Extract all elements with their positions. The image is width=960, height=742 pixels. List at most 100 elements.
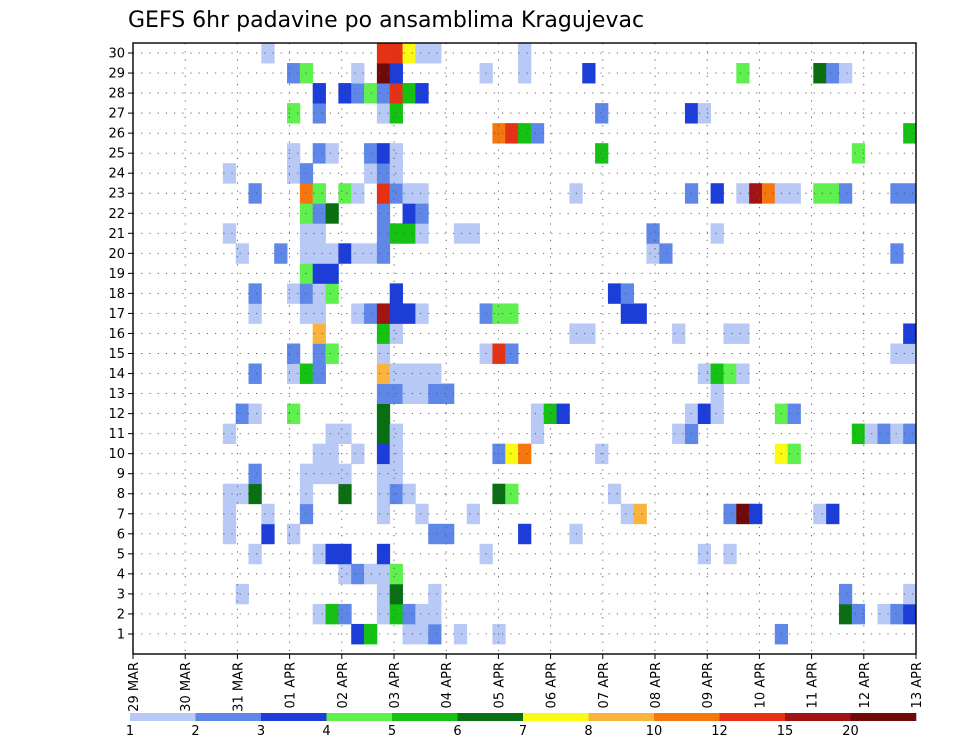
- x-tick-label: 30 MAR: [179, 662, 194, 712]
- colorbar-swatch: [588, 713, 655, 721]
- heatmap-cell: [428, 623, 442, 645]
- heatmap-cell: [338, 83, 352, 104]
- heatmap-cell: [697, 363, 712, 384]
- x-tick-label: 04 APR: [440, 662, 455, 708]
- heatmap-cell: [441, 383, 455, 404]
- y-tick-label: 28: [108, 87, 125, 102]
- heatmap-cell: [402, 183, 416, 204]
- heatmap-cell: [838, 603, 853, 625]
- heatmap-cell: [248, 363, 262, 384]
- heatmap-cell: [325, 243, 339, 264]
- heatmap-cell: [299, 223, 314, 244]
- heatmap-cell: [453, 623, 468, 645]
- heatmap-cell: [607, 283, 622, 304]
- heatmap-cell: [287, 163, 301, 184]
- x-tick-label: 01 APR: [284, 662, 299, 708]
- x-tick-label: 09 APR: [701, 662, 716, 708]
- colorbar-label: 10: [646, 724, 663, 739]
- colorbar-swatch: [195, 713, 262, 721]
- heatmap-cell: [453, 223, 468, 244]
- heatmap-cell: [261, 43, 275, 64]
- heatmap-cell: [736, 503, 750, 525]
- heatmap-cell: [723, 503, 737, 525]
- heatmap-cell: [402, 223, 416, 244]
- heatmap-cell: [248, 483, 262, 505]
- heatmap-cell: [851, 603, 866, 625]
- heatmap-cell: [235, 243, 249, 264]
- colorbar-swatch: [785, 713, 851, 721]
- colorbar-label: 4: [322, 724, 330, 739]
- heatmap-cell: [826, 183, 840, 204]
- heatmap-cell: [376, 303, 391, 324]
- heatmap-cell: [338, 243, 352, 264]
- heatmap-cell: [402, 603, 416, 625]
- y-tick-label: 8: [117, 487, 125, 502]
- colorbar-label: 8: [584, 724, 592, 739]
- heatmap-cell: [261, 523, 275, 545]
- heatmap-cell: [351, 83, 365, 104]
- heatmap-cell: [364, 163, 378, 184]
- heatmap-cell: [325, 263, 339, 284]
- heatmap-cell: [248, 463, 262, 485]
- heatmap-cell: [838, 183, 853, 204]
- y-tick-label: 19: [108, 267, 125, 282]
- heatmap-cell: [364, 303, 378, 324]
- y-tick-label: 22: [108, 207, 125, 222]
- heatmap-cell: [518, 123, 532, 144]
- heatmap-cell: [364, 623, 378, 645]
- heatmap-cell: [415, 603, 429, 625]
- heatmap-cell: [351, 243, 365, 264]
- y-tick-label: 30: [108, 47, 125, 62]
- heatmap-cell: [299, 183, 314, 204]
- heatmap-cell: [415, 223, 429, 244]
- heatmap-cell: [325, 203, 339, 224]
- heatmap-cell: [299, 303, 314, 324]
- heatmap-cell: [607, 483, 622, 505]
- heatmap-cell: [376, 483, 391, 505]
- heatmap-cell: [364, 83, 378, 104]
- heatmap-cell: [312, 263, 326, 284]
- heatmap-cell: [492, 343, 506, 364]
- heatmap-cell: [838, 63, 853, 84]
- y-tick-label: 3: [117, 587, 125, 602]
- y-tick-label: 24: [108, 167, 125, 182]
- heatmap-cell: [659, 243, 673, 264]
- heatmap-cell: [736, 183, 750, 204]
- y-tick-label: 29: [108, 67, 125, 82]
- heatmap-cell: [697, 103, 712, 124]
- colorbar-label: 6: [453, 724, 461, 739]
- heatmap-cell: [646, 243, 660, 264]
- heatmap-cell: [903, 323, 917, 344]
- heatmap-cell: [287, 363, 301, 384]
- heatmap-cell: [299, 203, 314, 224]
- heatmap-cell: [505, 443, 519, 465]
- heatmap-cell: [903, 423, 917, 445]
- colorbar-swatch: [326, 713, 393, 721]
- heatmap-cell: [248, 403, 262, 425]
- heatmap-cell: [582, 323, 596, 344]
- heatmap-cell: [749, 183, 763, 204]
- heatmap-cell: [338, 563, 352, 585]
- plot-frame: [132, 42, 917, 655]
- heatmap-cell: [351, 623, 365, 645]
- heatmap-cell: [492, 483, 506, 505]
- colorbar-swatch: [523, 713, 589, 721]
- heatmap-cell: [595, 443, 609, 465]
- heatmap-cell: [287, 283, 301, 304]
- heatmap-cell: [530, 123, 545, 144]
- heatmap-cell: [338, 543, 352, 565]
- heatmap-cell: [428, 363, 442, 384]
- heatmap-cell: [312, 323, 326, 344]
- heatmap-cell: [351, 183, 365, 204]
- heatmap-cell: [826, 503, 840, 525]
- heatmap-cell: [415, 83, 429, 104]
- dotted-grid: [133, 43, 916, 654]
- colorbar-label: 15: [777, 724, 794, 739]
- heatmap-cell: [736, 323, 750, 344]
- heatmap-cell: [338, 183, 352, 204]
- colorbar-swatch: [850, 713, 917, 721]
- y-tick-label: 13: [108, 387, 125, 402]
- heatmap-cell: [761, 183, 776, 204]
- heatmap-cell: [633, 303, 647, 324]
- heatmap-cell: [402, 83, 416, 104]
